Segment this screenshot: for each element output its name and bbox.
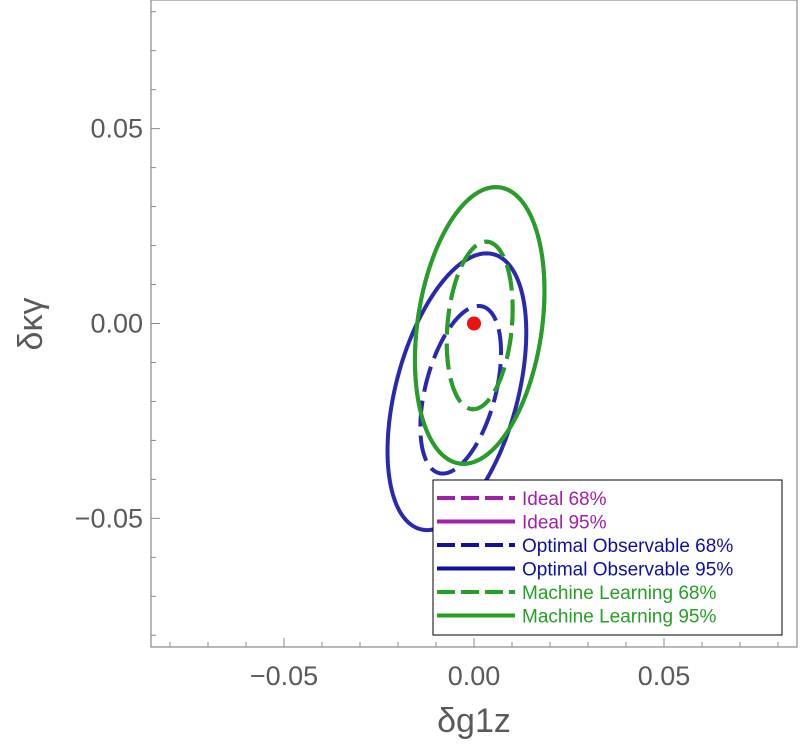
contour-machine-learning-95	[412, 185, 547, 466]
legend-label: Optimal Observable 68%	[522, 536, 733, 557]
legend-label: Ideal 95%	[522, 513, 607, 534]
legend-label: Machine Learning 95%	[522, 607, 716, 628]
legend-box	[432, 479, 783, 636]
legend-label: Optimal Observable 95%	[522, 560, 733, 581]
x-tick-label: 0.00	[448, 661, 501, 691]
contour-optimal-observable-68	[418, 303, 504, 476]
ticks-layer: −0.05 0.00 0.05 −0.05 0.00 0.05	[75, 11, 779, 691]
contour-machine-learning-68	[444, 239, 515, 412]
x-tick-label: −0.05	[250, 661, 318, 691]
y-tick-label: 0.05	[90, 114, 143, 144]
legend: Ideal 68% Ideal 95%Optimal Observable 68%…	[432, 479, 783, 636]
reference-point	[467, 316, 481, 331]
y-tick-label: 0.00	[90, 309, 143, 339]
legend-label: Machine Learning 68%	[522, 583, 716, 604]
y-axis-label: δκγ	[12, 298, 50, 351]
point-layer	[467, 316, 481, 331]
ellipse-layer	[385, 185, 547, 533]
y-tick-label: −0.05	[75, 503, 143, 533]
x-axis-label: δg1z	[437, 702, 511, 740]
legend-label: Ideal 68%	[522, 489, 607, 510]
x-tick-label: 0.05	[638, 661, 691, 691]
